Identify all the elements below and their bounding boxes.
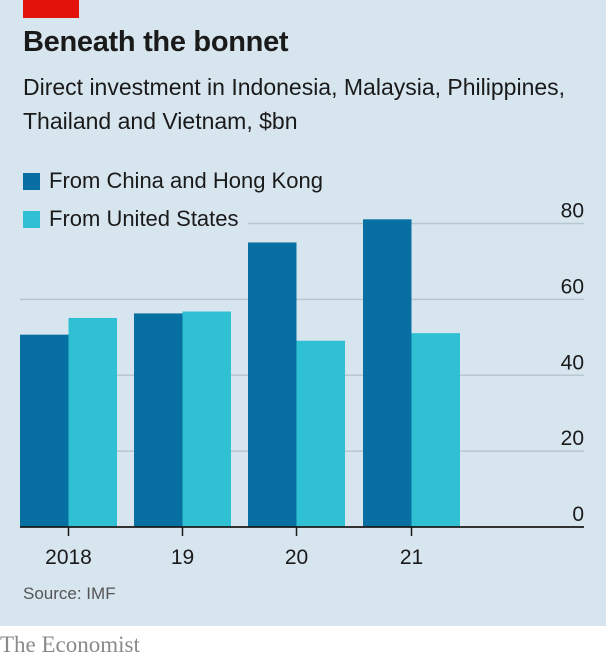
legend-swatch-china-hk xyxy=(23,172,40,190)
legend: From China and Hong Kong From United Sta… xyxy=(23,162,323,238)
bar-china-hk-19 xyxy=(134,313,183,527)
legend-swatch-united-states xyxy=(23,210,40,228)
chart-subtitle: Direct investment in Indonesia, Malaysia… xyxy=(23,74,566,134)
bar-united-states-19 xyxy=(182,311,231,527)
bar-united-states-21 xyxy=(411,333,460,527)
legend-item-china-hk: From China and Hong Kong xyxy=(23,162,323,200)
bar-china-hk-21 xyxy=(363,219,412,527)
y-tick-label-40: 40 xyxy=(561,351,584,374)
legend-label-china-hk: From China and Hong Kong xyxy=(49,168,323,193)
bar-united-states-2018 xyxy=(68,317,117,527)
brand-red-tag xyxy=(23,0,79,18)
legend-item-united-states: From United States xyxy=(23,200,323,238)
x-tick-label-20: 20 xyxy=(285,546,308,569)
bar-chart: 0 20 40 60 80 2018 19 20 21 xyxy=(20,200,584,569)
bar-united-states-20 xyxy=(296,340,345,527)
y-tick-label-80: 80 xyxy=(561,200,584,223)
chart-title: Beneath the bonnet xyxy=(23,26,289,58)
y-tick-label-20: 20 xyxy=(561,427,584,450)
economist-logo: The Economist xyxy=(0,632,140,657)
y-tick-label-0: 0 xyxy=(572,503,584,526)
bar-china-hk-2018 xyxy=(20,334,69,527)
x-tick-label-19: 19 xyxy=(171,546,194,569)
bar-china-hk-20 xyxy=(248,242,297,527)
legend-label-united-states: From United States xyxy=(49,206,239,231)
x-tick-label-21: 21 xyxy=(400,546,423,569)
y-tick-label-60: 60 xyxy=(561,275,584,298)
source-note: Source: IMF xyxy=(23,584,116,603)
x-tick-label-2018: 2018 xyxy=(45,546,92,569)
